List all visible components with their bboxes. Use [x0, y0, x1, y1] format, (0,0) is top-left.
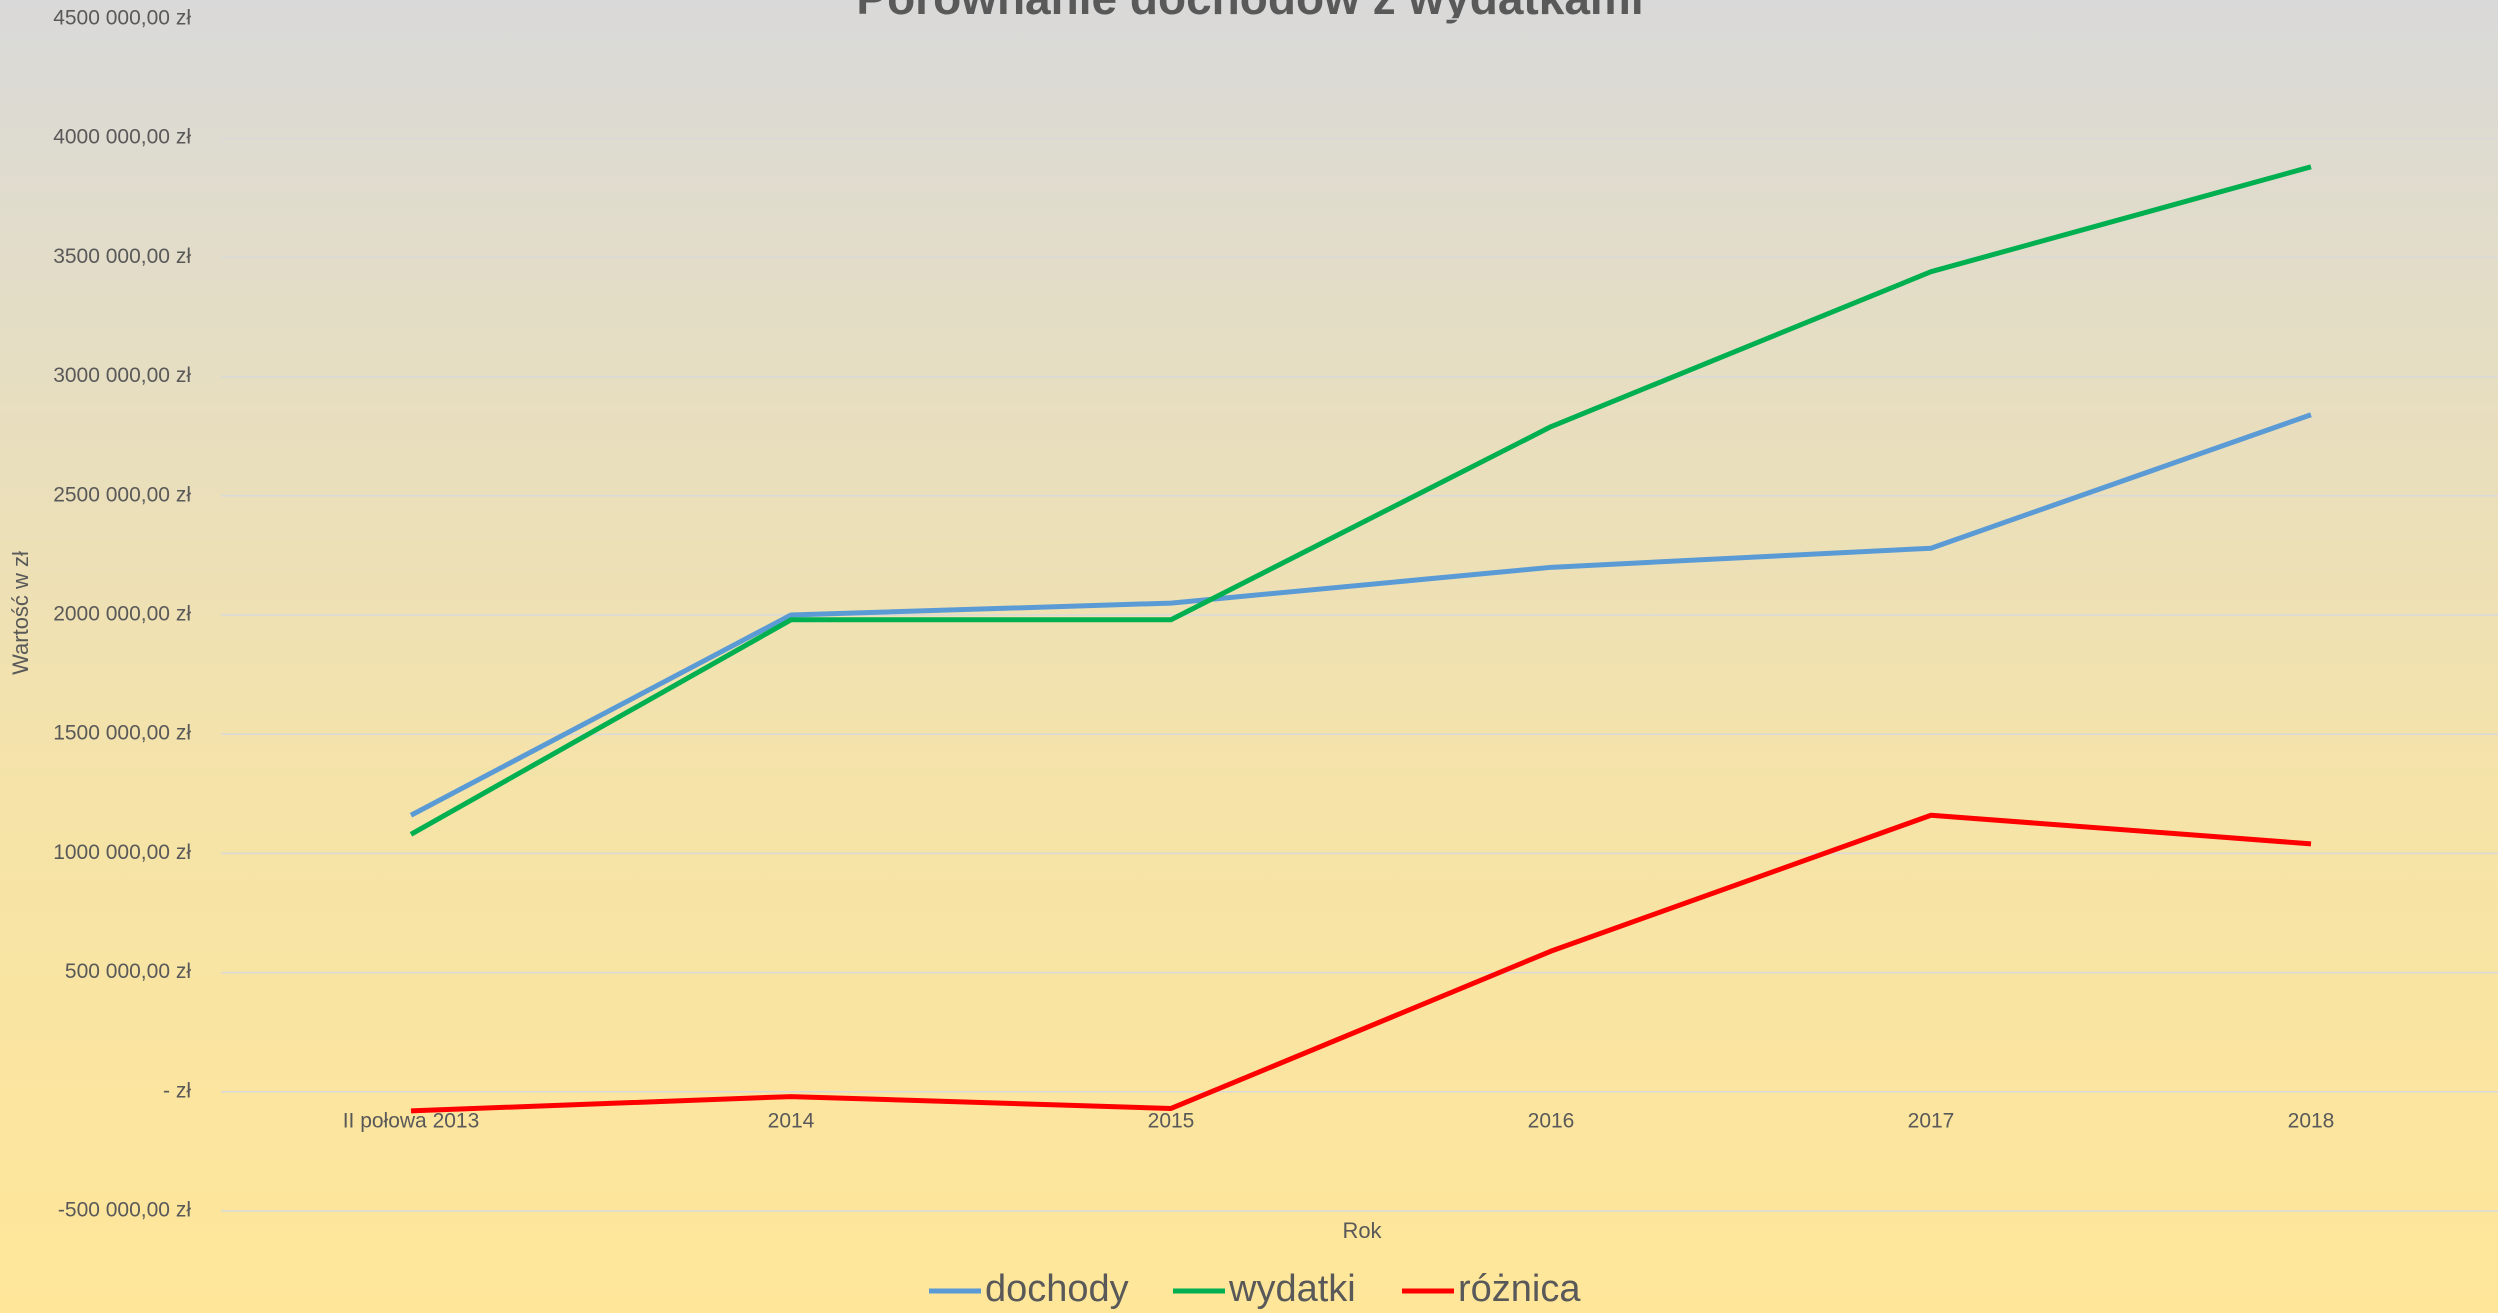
- y-tick-label: 3000 000,00 zł: [53, 364, 191, 387]
- chart-title: Porównanie dochodów z wydatkami: [856, 0, 1643, 24]
- line-series: [409, 164, 2312, 837]
- line-series: [410, 812, 2312, 1114]
- y-tick-label: -500 000,00 zł: [58, 1199, 191, 1222]
- y-tick-label: 2500 000,00 zł: [53, 483, 191, 506]
- legend-label: wydatki: [1228, 1268, 1356, 1310]
- y-tick-label: 1000 000,00 zł: [53, 841, 191, 864]
- x-tick-label: 2015: [1148, 1110, 1195, 1133]
- x-tick-label: 2014: [768, 1110, 815, 1133]
- x-tick-label: II połowa 2013: [343, 1110, 480, 1133]
- legend-label: dochody: [985, 1268, 1129, 1310]
- y-tick-label: 3500 000,00 zł: [53, 245, 191, 268]
- y-tick-label: 1500 000,00 zł: [53, 722, 191, 745]
- y-tick-label: 2000 000,00 zł: [53, 603, 191, 626]
- y-axis-title: Wartość w zł: [8, 551, 33, 675]
- line-series: [409, 412, 2312, 818]
- x-tick-label: 2017: [1908, 1110, 1955, 1133]
- y-tick-label: 4000 000,00 zł: [53, 126, 191, 149]
- x-tick-label: 2016: [1528, 1110, 1575, 1133]
- y-tick-label: - zł: [163, 1079, 191, 1102]
- y-tick-label: 500 000,00 zł: [65, 960, 191, 983]
- x-axis-title: Rok: [1342, 1218, 1382, 1243]
- legend-label: różnica: [1458, 1268, 1581, 1310]
- x-tick-label: 2018: [2288, 1110, 2335, 1133]
- y-tick-label: 4500 000,00 zł: [53, 7, 191, 30]
